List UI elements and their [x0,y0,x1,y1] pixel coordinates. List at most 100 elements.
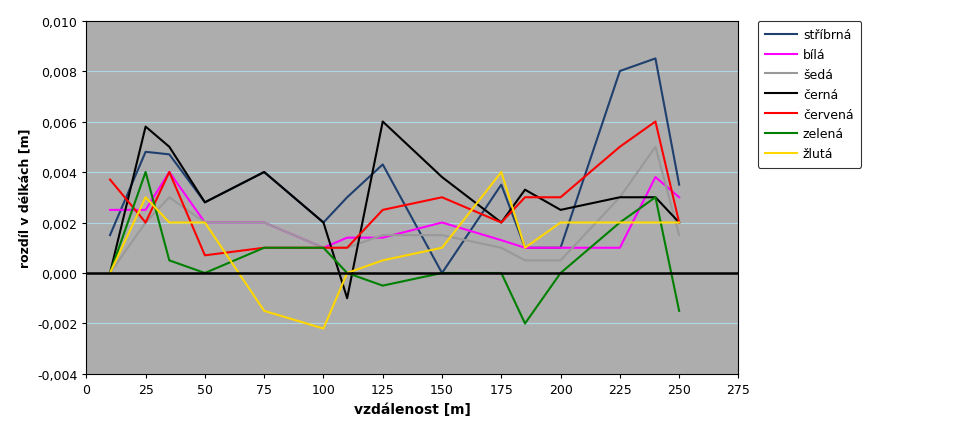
bílá [199,221,211,226]
červená [377,208,388,213]
žlutá [341,271,353,276]
zelená [436,271,448,276]
červená [496,221,507,226]
Line: červená: červená [110,122,679,256]
bílá [649,175,661,180]
žlutá [649,221,661,226]
stříbrná [199,200,211,206]
šedá [199,221,211,226]
černá [614,195,625,200]
zelená [258,246,269,251]
bílá [258,221,269,226]
šedá [105,271,116,276]
Legend: stříbrná, bílá, šedá, černá, červená, zelená, žlutá: stříbrná, bílá, šedá, černá, červená, ze… [758,22,861,169]
Line: černá: černá [110,122,679,298]
šedá [519,258,530,263]
zelená [317,246,329,251]
šedá [436,233,448,238]
šedá [496,246,507,251]
červená [341,246,353,251]
žlutá [199,221,211,226]
šedá [649,145,661,150]
stříbrná [258,170,269,175]
bílá [164,170,175,175]
červená [164,170,175,175]
černá [649,195,661,200]
červená [436,195,448,200]
bílá [377,236,388,241]
Line: stříbrná: stříbrná [110,59,679,273]
stříbrná [341,195,353,200]
bílá [614,246,625,251]
stříbrná [140,150,152,155]
žlutá [105,271,116,276]
zelená [164,258,175,263]
stříbrná [649,57,661,62]
Line: bílá: bílá [110,172,679,248]
zelená [377,283,388,289]
Y-axis label: rozdíl v délkách [m]: rozdíl v délkách [m] [18,128,32,267]
stříbrná [317,221,329,226]
červená [673,221,685,226]
Line: zelená: zelená [110,172,679,324]
šedá [317,246,329,251]
Line: žlutá: žlutá [110,172,679,329]
černá [164,145,175,150]
šedá [341,246,353,251]
zelená [649,195,661,200]
šedá [614,195,625,200]
bílá [105,208,116,213]
černá [555,208,567,213]
šedá [258,221,269,226]
červená [649,120,661,125]
červená [140,221,152,226]
stříbrná [436,271,448,276]
bílá [140,208,152,213]
stříbrná [519,246,530,251]
Line: šedá: šedá [110,147,679,273]
šedá [164,195,175,200]
žlutá [377,258,388,263]
žlutá [140,195,152,200]
zelená [140,170,152,175]
červená [105,178,116,183]
červená [199,253,211,258]
žlutá [258,309,269,314]
žlutá [496,170,507,175]
stříbrná [377,163,388,168]
černá [377,120,388,125]
černá [105,271,116,276]
žlutá [614,221,625,226]
černá [199,200,211,206]
žlutá [436,246,448,251]
černá [341,296,353,301]
žlutá [673,221,685,226]
bílá [317,246,329,251]
červená [555,195,567,200]
červená [519,195,530,200]
stříbrná [614,69,625,74]
stříbrná [105,233,116,238]
stříbrná [496,183,507,188]
X-axis label: vzdálenost [m]: vzdálenost [m] [354,402,471,415]
stříbrná [673,183,685,188]
bílá [496,238,507,243]
žlutá [317,326,329,332]
zelená [519,321,530,326]
bílá [436,221,448,226]
šedá [140,221,152,226]
černá [258,170,269,175]
černá [673,221,685,226]
červená [317,246,329,251]
zelená [496,271,507,276]
šedá [673,233,685,238]
zelená [614,221,625,226]
bílá [555,246,567,251]
černá [140,125,152,130]
červená [614,145,625,150]
šedá [377,233,388,238]
žlutá [519,246,530,251]
bílá [341,236,353,241]
stříbrná [164,152,175,157]
zelená [199,271,211,276]
